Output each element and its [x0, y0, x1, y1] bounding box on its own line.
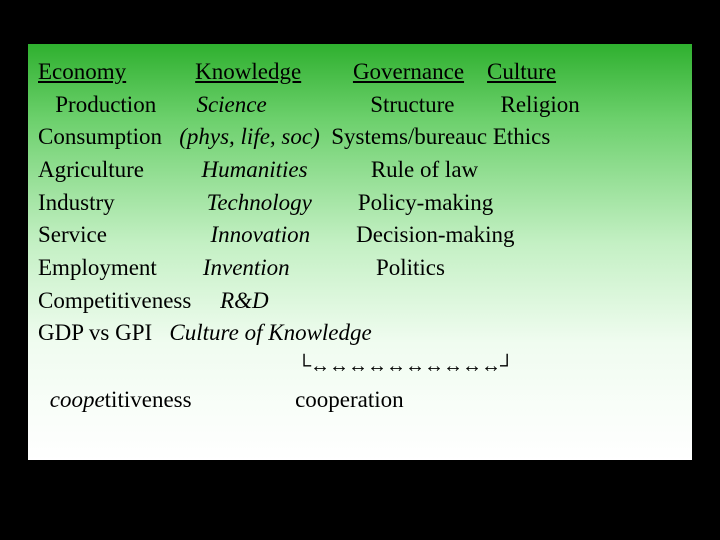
cell: R&D: [220, 288, 269, 313]
gap: [308, 157, 371, 182]
header-culture: Culture: [487, 59, 556, 84]
header-governance: Governance: [353, 59, 464, 84]
table-row: Consumption (phys, life, soc) Systems/bu…: [38, 121, 682, 154]
cell: (phys, life, soc): [179, 124, 320, 149]
cell: Rule of law: [371, 157, 478, 182]
cell: Technology: [207, 190, 312, 215]
header-knowledge: Knowledge: [195, 59, 301, 84]
gap: [152, 320, 169, 345]
cell: Invention: [203, 255, 290, 280]
gap: [301, 59, 353, 84]
cell: Decision-making: [356, 222, 514, 247]
table-row: Competitiveness R&D: [38, 285, 682, 318]
gap: [310, 222, 356, 247]
cooperation-word: cooperation: [295, 387, 404, 412]
cell: Competitiveness: [38, 288, 191, 313]
gap: [464, 59, 487, 84]
gap: [157, 255, 203, 280]
gap: [162, 124, 179, 149]
gap: [455, 92, 501, 117]
gap: [192, 387, 296, 412]
gap: [191, 288, 220, 313]
arrow-text: └↔↔↔↔↔↔↔↔↔↔┘: [297, 355, 513, 377]
coopetitiveness-prefix: coope: [50, 387, 105, 412]
cell: Innovation: [210, 222, 310, 247]
cell: Humanities: [202, 157, 308, 182]
gap: [115, 190, 207, 215]
cell: Production: [38, 92, 156, 117]
cell: Structure: [370, 92, 454, 117]
header-economy: Economy: [38, 59, 126, 84]
cell: Ethics: [493, 124, 551, 149]
bottom-row: coopetitiveness cooperation: [38, 384, 682, 417]
gap: [156, 92, 196, 117]
table-row: Production Science Structure Religion: [38, 89, 682, 122]
table-row: Service Innovation Decision-making: [38, 219, 682, 252]
cell: Systems/bureauc: [331, 124, 487, 149]
table-row: Agriculture Humanities Rule of law: [38, 154, 682, 187]
coopetitiveness-rest: titiveness: [105, 387, 192, 412]
arrow-connector: └↔↔↔↔↔↔↔↔↔↔┘: [128, 352, 682, 380]
cell: Service: [38, 222, 107, 247]
cell: Religion: [501, 92, 580, 117]
gap: [267, 92, 371, 117]
cell: Science: [196, 92, 266, 117]
cell: Employment: [38, 255, 157, 280]
cell: Policy-making: [358, 190, 493, 215]
gap: [107, 222, 211, 247]
cell: Politics: [376, 255, 445, 280]
slide-panel: Economy Knowledge Governance Culture Pro…: [28, 44, 692, 460]
gap: [290, 255, 376, 280]
gap: [320, 124, 332, 149]
gap: [312, 190, 358, 215]
gap: [144, 157, 202, 182]
cell: Agriculture: [38, 157, 144, 182]
cell: Consumption: [38, 124, 162, 149]
gap: [126, 59, 195, 84]
table-row: GDP vs GPI Culture of Knowledge: [38, 317, 682, 350]
cell: Culture of Knowledge: [169, 320, 371, 345]
table-row: Employment Invention Politics: [38, 252, 682, 285]
header-row: Economy Knowledge Governance Culture: [38, 56, 682, 89]
table-row: Industry Technology Policy-making: [38, 187, 682, 220]
cell: GDP vs GPI: [38, 320, 152, 345]
cell: Industry: [38, 190, 115, 215]
